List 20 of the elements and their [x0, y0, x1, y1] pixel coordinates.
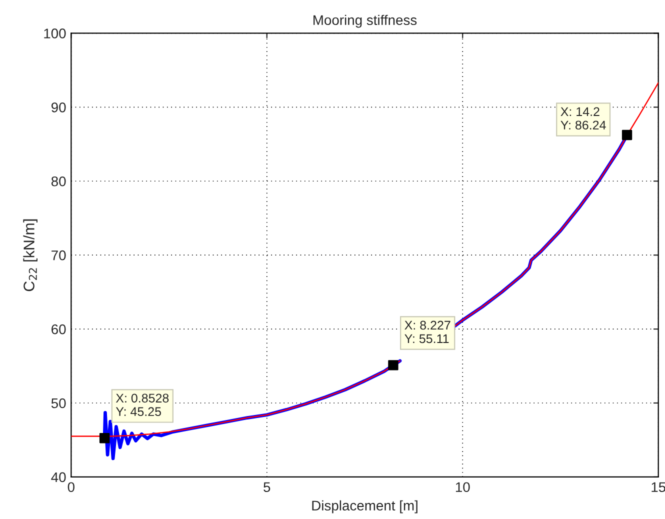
annotation: X: 14.2 Y: 86.24	[560, 107, 606, 130]
point	[99, 433, 110, 444]
y-tick-label: 70	[52, 250, 66, 260]
y-tick-label: 60	[52, 324, 66, 334]
annotation: X: 8.227 Y: 55.11	[404, 320, 450, 344]
annotation: X: 0.8528 Y: 45.25	[116, 394, 169, 416]
y-axis-title: C$_{22}$ [kN/m]	[23, 219, 38, 292]
y-tick-label: 40	[51, 472, 66, 482]
x-tick-label: 5	[264, 482, 270, 492]
x-tick-label: 0	[68, 482, 74, 492]
point	[622, 130, 632, 140]
y-tick-label: 100	[44, 28, 66, 38]
x-axis-title: Displacement [m]	[312, 500, 418, 514]
y-tick-label: 50	[51, 398, 66, 408]
x-tick-label: 15	[652, 482, 665, 492]
y-tick-label: 80	[51, 176, 66, 186]
chart-title: Mooring stiffness	[314, 14, 417, 28]
x-tick-label: 10	[456, 482, 470, 492]
point	[388, 360, 398, 370]
y-tick-label: 90	[52, 102, 66, 112]
